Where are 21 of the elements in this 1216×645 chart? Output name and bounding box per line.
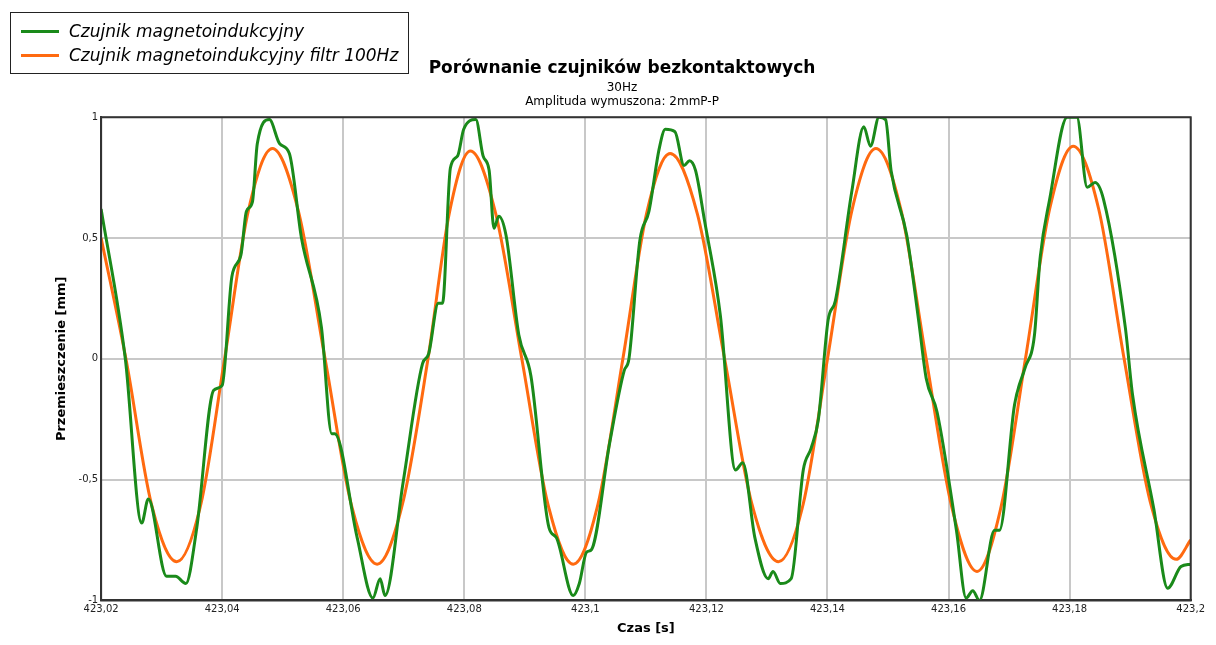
y-axis-title: Przemieszczenie [mm]: [53, 276, 69, 442]
x-tick-label: 423,06: [325, 602, 361, 614]
x-tick-label: 423,02: [83, 602, 119, 614]
y-tick-label: -0,5: [78, 473, 99, 485]
chart-title: Porównanie czujników bezkontaktowych: [428, 56, 816, 77]
x-tick-label: 423,04: [204, 602, 240, 614]
x-tick-label: 423,16: [931, 602, 967, 614]
x-tick-label: 423,2: [1176, 602, 1206, 614]
x-tick-label: 423,12: [688, 602, 724, 614]
chart-subtitle: 30Hz Amplituda wymuszona: 2mmP-P: [525, 79, 719, 109]
y-tick-label: -1: [88, 593, 99, 605]
x-axis-title: Czas [s]: [617, 619, 675, 635]
y-tick-label: 0,5: [82, 231, 99, 243]
x-tick-label: 423,18: [1052, 602, 1088, 614]
legend-label: Czujnik magnetoindukcyjny: [69, 20, 304, 43]
x-tick-label: 423,08: [446, 602, 482, 614]
y-tick-label: 1: [91, 110, 99, 122]
legend-label: Czujnik magnetoindukcyjny filtr 100Hz: [69, 44, 399, 67]
x-tick-label: 423,14: [809, 602, 845, 614]
y-tick-label: 0: [91, 352, 99, 364]
x-tick-label: 423,1: [571, 602, 600, 614]
